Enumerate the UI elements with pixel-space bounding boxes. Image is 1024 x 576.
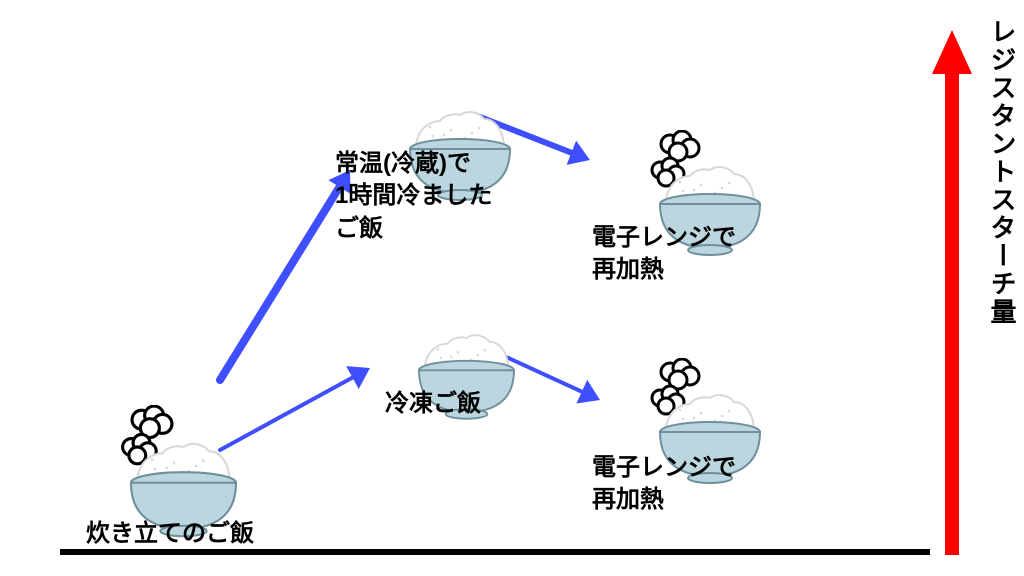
diagram-stage: 炊き立てのご飯常温(冷蔵)で 1時間冷ました ご飯冷凍ご飯電子レンジで 再加熱電… bbox=[0, 0, 1024, 576]
node-label-reheat2: 電子レンジで 再加熱 bbox=[592, 452, 736, 517]
y-axis-arrow-head bbox=[932, 30, 972, 74]
node-label-cooled: 常温(冷蔵)で 1時間冷ました ご飯 bbox=[335, 148, 492, 245]
node-label-frozen: 冷凍ご飯 bbox=[385, 388, 481, 420]
node-label-fresh: 炊き立てのご飯 bbox=[86, 518, 254, 550]
y-axis-label: レジスタントスターチ量 bbox=[984, 18, 1021, 326]
flow-arrow bbox=[220, 180, 344, 380]
node-label-reheat1: 電子レンジで 再加熱 bbox=[592, 222, 736, 287]
